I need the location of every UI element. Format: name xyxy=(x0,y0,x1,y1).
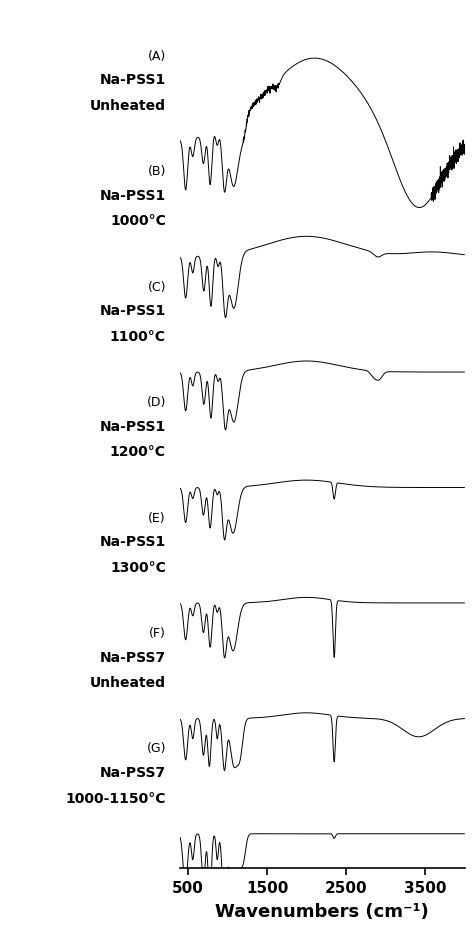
Text: (A): (A) xyxy=(147,50,166,63)
Text: (C): (C) xyxy=(147,280,166,294)
Text: Unheated: Unheated xyxy=(90,675,166,689)
Text: Na-PSS1: Na-PSS1 xyxy=(100,534,166,548)
Text: Na-PSS1: Na-PSS1 xyxy=(100,419,166,433)
Text: 1200°C: 1200°C xyxy=(110,445,166,459)
Text: Na-PSS1: Na-PSS1 xyxy=(100,74,166,88)
Text: (B): (B) xyxy=(147,165,166,178)
Text: 1100°C: 1100°C xyxy=(110,329,166,344)
Text: 1000°C: 1000°C xyxy=(110,214,166,228)
Text: (D): (D) xyxy=(146,396,166,409)
Text: (G): (G) xyxy=(146,742,166,754)
X-axis label: Wavenumbers (cm⁻¹): Wavenumbers (cm⁻¹) xyxy=(216,902,429,920)
Text: 1300°C: 1300°C xyxy=(110,560,166,574)
Text: Na-PSS1: Na-PSS1 xyxy=(100,189,166,203)
Text: Na-PSS7: Na-PSS7 xyxy=(100,649,166,664)
Text: Na-PSS1: Na-PSS1 xyxy=(100,304,166,318)
Text: Unheated: Unheated xyxy=(90,99,166,113)
Text: Na-PSS7: Na-PSS7 xyxy=(100,766,166,779)
Text: 1000-1150°C: 1000-1150°C xyxy=(65,791,166,804)
Text: (E): (E) xyxy=(148,511,166,524)
Text: (F): (F) xyxy=(149,626,166,639)
